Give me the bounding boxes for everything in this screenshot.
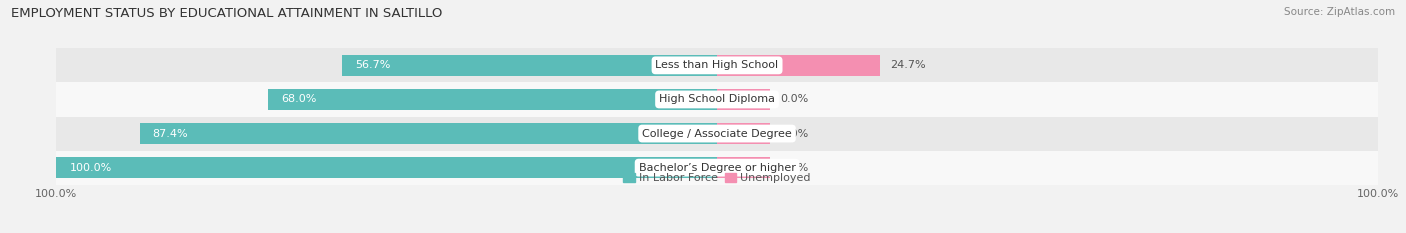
Text: Source: ZipAtlas.com: Source: ZipAtlas.com [1284, 7, 1395, 17]
Text: 56.7%: 56.7% [356, 60, 391, 70]
Bar [267, 89, 717, 110]
Bar [56, 116, 1378, 151]
Bar [717, 123, 770, 144]
Bar [717, 89, 770, 110]
Text: 24.7%: 24.7% [890, 60, 925, 70]
Text: 68.0%: 68.0% [281, 94, 316, 104]
Bar [717, 157, 770, 178]
Text: 0.0%: 0.0% [780, 163, 808, 173]
Text: Bachelor’s Degree or higher: Bachelor’s Degree or higher [638, 163, 796, 173]
Text: Less than High School: Less than High School [655, 60, 779, 70]
Text: College / Associate Degree: College / Associate Degree [643, 129, 792, 139]
Text: 100.0%: 100.0% [69, 163, 111, 173]
Bar [56, 151, 1378, 185]
Text: 87.4%: 87.4% [153, 129, 188, 139]
Bar [56, 157, 717, 178]
Bar [717, 55, 880, 76]
Bar [56, 48, 1378, 82]
Bar [343, 55, 717, 76]
Text: High School Diploma: High School Diploma [659, 94, 775, 104]
Bar [56, 82, 1378, 116]
Text: EMPLOYMENT STATUS BY EDUCATIONAL ATTAINMENT IN SALTILLO: EMPLOYMENT STATUS BY EDUCATIONAL ATTAINM… [11, 7, 443, 20]
Legend: In Labor Force, Unemployed: In Labor Force, Unemployed [619, 169, 815, 188]
Text: 0.0%: 0.0% [780, 129, 808, 139]
Bar [139, 123, 717, 144]
Text: 0.0%: 0.0% [780, 94, 808, 104]
